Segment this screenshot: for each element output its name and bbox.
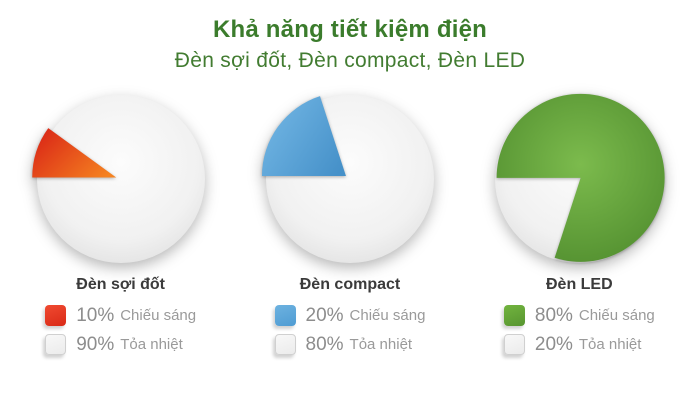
pie-caption: Đèn compact <box>299 275 401 293</box>
pie-column-led: Đèn LED 80% Chiếu sáng 20% Tỏa nhiệt <box>465 93 694 356</box>
legend-label: Tỏa nhiệt <box>578 336 642 354</box>
legend-label: Chiếu sáng <box>349 307 426 325</box>
legend-swatch <box>45 334 67 356</box>
pie-caption: Đèn sợi đốt <box>76 275 166 293</box>
page-title: Khả năng tiết kiệm điện <box>213 16 487 43</box>
legend-swatch <box>503 334 525 356</box>
legend-label: Chiếu sáng <box>120 307 197 325</box>
charts-row: Đèn sợi đốt 10% Chiếu sáng 90% Tỏa nhiệt… <box>0 93 700 356</box>
legend-label: Tỏa nhiệt <box>349 336 413 354</box>
pie-column-incandescent: Đèn sợi đốt 10% Chiếu sáng 90% Tỏa nhiệt <box>6 93 235 356</box>
legend-swatch <box>274 334 296 356</box>
page-subtitle: Đèn sợi đốt, Đèn compact, Đèn LED <box>174 48 526 72</box>
legend: 20% Chiếu sáng 80% Tỏa nhiệt <box>274 304 426 356</box>
page-header: Khả năng tiết kiệm điện Đèn sợi đốt, Đèn… <box>0 0 700 73</box>
legend-label: Tỏa nhiệt <box>120 336 183 354</box>
legend-swatch <box>274 305 296 327</box>
legend-label: Chiếu sáng <box>578 307 655 325</box>
legend-row: 80% Chiếu sáng <box>503 304 655 327</box>
legend-swatch <box>45 305 67 327</box>
legend-row: 20% Tỏa nhiệt <box>503 333 642 356</box>
legend-row: 90% Tỏa nhiệt <box>45 334 183 356</box>
legend-percent: 90% <box>76 333 115 355</box>
legend-swatch <box>503 305 525 327</box>
legend-row: 10% Chiếu sáng <box>45 305 196 327</box>
legend-row: 20% Chiếu sáng <box>274 304 426 327</box>
pie-chart-compact <box>261 94 434 263</box>
legend-percent: 20% <box>534 333 573 355</box>
legend-percent: 10% <box>76 304 115 326</box>
pie-chart-incandescent <box>31 94 205 263</box>
pie-column-compact: Đèn compact 20% Chiếu sáng 80% Tỏa nhiệt <box>235 93 464 356</box>
legend-percent: 80% <box>305 333 344 355</box>
legend-percent: 20% <box>305 304 344 326</box>
legend-row: 80% Tỏa nhiệt <box>274 333 413 356</box>
legend-percent: 80% <box>534 304 573 326</box>
legend: 80% Chiếu sáng 20% Tỏa nhiệt <box>503 304 655 356</box>
legend: 10% Chiếu sáng 90% Tỏa nhiệt <box>45 305 196 356</box>
pie-chart-led <box>495 93 665 263</box>
pie-caption: Đèn LED <box>545 275 613 293</box>
